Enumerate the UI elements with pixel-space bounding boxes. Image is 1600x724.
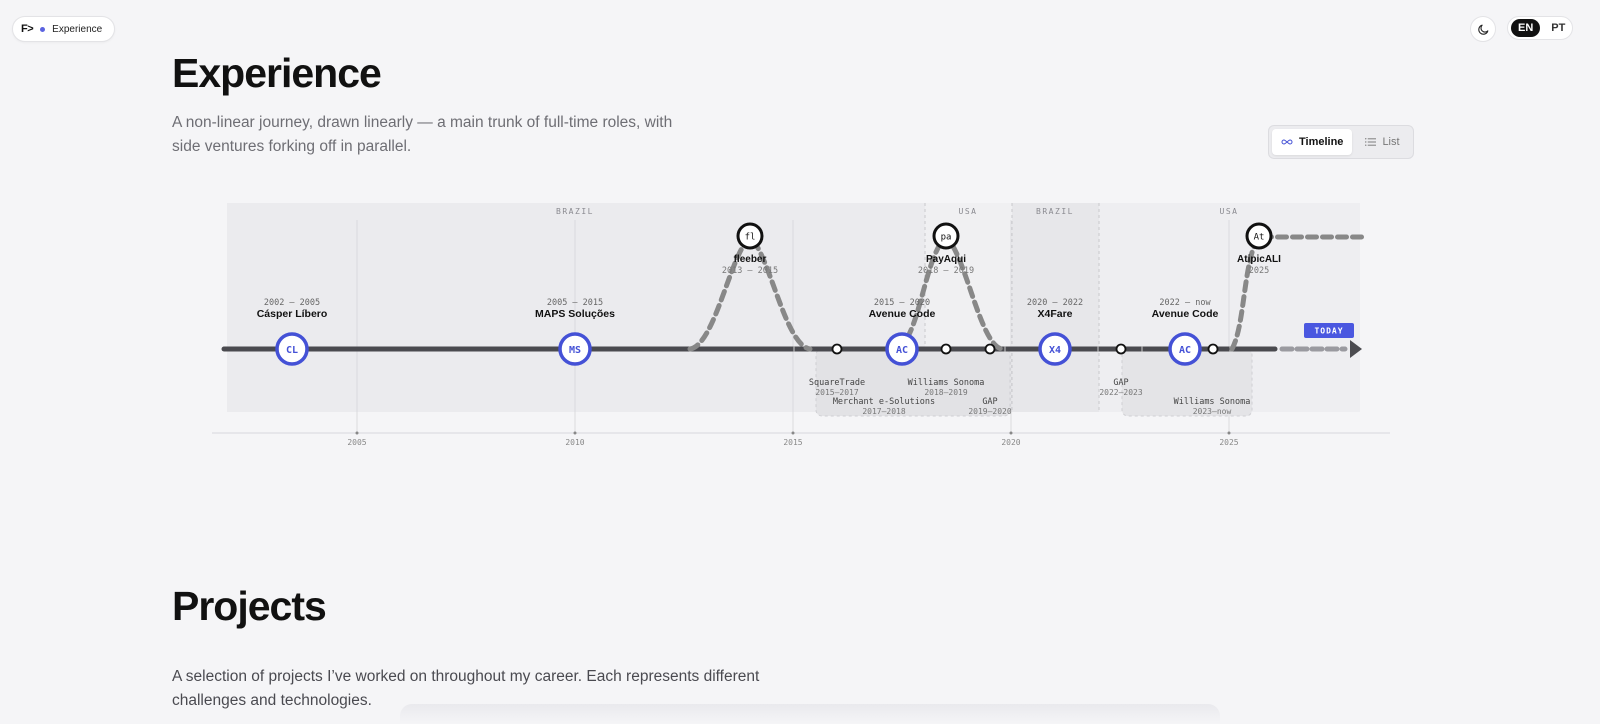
site-logo[interactable]: F> [21,23,34,35]
region-label: BRAZIL [556,207,594,216]
year-tick-label: 2010 [565,438,584,447]
year-tick [355,431,359,435]
client-period: 2017–2018 [862,407,906,416]
timeline-view-button[interactable]: Timeline [1272,129,1353,155]
client-marker [1207,343,1219,355]
view-toggle[interactable]: Timeline List [1268,125,1414,159]
main-role-period: 2022 – now [1159,298,1211,308]
timeline-view-label: Timeline [1299,136,1344,148]
side-venture-period: 2025 [1249,266,1269,276]
experience-subtitle: A non-linear journey, drawn linearly — a… [172,111,672,159]
main-role-period: 2015 – 2020 [874,298,930,308]
main-role-name: MAPS Soluções [535,308,615,320]
year-tick-label: 2020 [1001,438,1020,447]
side-venture-period: 2013 – 2015 [722,266,778,276]
main-role-node [275,332,309,366]
year-tick [573,431,577,435]
today-label: TODAY [1314,327,1343,336]
side-venture-abbr: At [1254,233,1265,243]
active-section-dot-icon [40,26,46,32]
year-tick [1009,431,1013,435]
region-band [1012,203,1099,412]
side-venture-name: fleeber [734,254,767,265]
main-role-name: Cásper Líbero [257,308,328,320]
client-period: 2022–2023 [1099,388,1143,397]
project-card-preview [400,704,1220,724]
year-tick-label: 2025 [1219,438,1238,447]
main-role-name: Avenue Code [869,308,936,320]
client-name: SquareTrade [809,378,865,388]
current-section-label: Experience [52,23,103,35]
client-marker [940,343,952,355]
side-venture-name: AtipicALI [1237,254,1281,265]
main-role-abbr: AC [896,345,908,356]
experience-subtitle-line-1: A non-linear journey, drawn linearly — a… [172,114,673,131]
main-role-abbr: MS [569,345,581,356]
side-venture-name: PayAqui [926,254,966,265]
region-label: USA [959,207,978,216]
main-role-node [558,332,592,366]
main-role-node [1168,332,1202,366]
main-role-node [1038,332,1072,366]
side-venture-node [736,222,764,250]
client-period: 2019–2020 [968,407,1012,416]
side-venture-node [932,222,960,250]
side-venture-period: 2018 – 2019 [918,266,974,276]
list-view-label: List [1382,136,1400,148]
client-period: 2023–now [1193,407,1232,416]
clients-panel-avenue-code-2 [1121,348,1253,417]
client-name: Merchant e-Solutions [833,397,935,407]
client-name: Williams Sonoma [908,378,985,388]
client-period: 2015–2017 [815,388,859,397]
experience-timeline: BRAZIL USA BRAZIL USA 2005 2010 2015 2020 2025 fl… [212,203,1390,447]
client-marker [1115,343,1127,355]
list-icon [1365,138,1377,146]
client-period: 2018–2019 [924,388,968,397]
main-role-node [885,332,919,366]
side-venture-abbr: fl [745,233,756,243]
main-role-period: 2002 – 2005 [264,298,320,308]
region-label: USA [1220,207,1239,216]
main-role-name: X4Fare [1037,308,1072,320]
projects-title: Projects [172,583,327,629]
side-venture-node [1245,222,1273,250]
main-role-abbr: AC [1179,345,1191,356]
client-name: GAP [1113,378,1128,388]
client-name: GAP [982,397,997,407]
main-role-period: 2020 – 2022 [1027,298,1083,308]
side-venture-abbr: pa [941,233,952,243]
today-badge [1304,323,1354,338]
projects-subtitle: A selection of projects I’ve worked on t… [172,665,759,713]
year-tick [791,431,795,435]
projects-subtitle-line-2: challenges and technologies. [172,692,372,709]
experience-title: Experience [172,50,382,96]
moon-icon [1477,24,1488,35]
main-role-abbr: X4 [1049,345,1061,356]
year-tick-label: 2005 [347,438,366,447]
year-tick [1227,431,1231,435]
region-label: BRAZIL [1036,207,1074,216]
region-band [227,203,925,412]
language-switcher[interactable]: EN PT [1507,16,1573,40]
list-view-button[interactable]: List [1356,129,1408,155]
main-role-period: 2005 – 2015 [547,298,603,308]
experience-subtitle-line-2: side ventures forking off in parallel. [172,138,412,155]
projects-subtitle-line-1: A selection of projects I’ve worked on t… [172,668,760,685]
client-marker [831,343,843,355]
year-tick-label: 2015 [783,438,802,447]
lang-en-button[interactable]: EN [1511,19,1541,37]
main-role-name: Avenue Code [1152,308,1219,320]
client-marker [984,343,996,355]
lang-pt-button[interactable]: PT [1551,22,1566,34]
theme-toggle-button[interactable] [1470,16,1496,42]
timeline-arrow-icon [1350,340,1362,358]
main-role-abbr: CL [286,345,298,356]
infinity-icon [1281,139,1293,145]
section-nav-pill[interactable]: F> Experience [12,16,116,42]
client-name: Williams Sonoma [1174,397,1251,407]
